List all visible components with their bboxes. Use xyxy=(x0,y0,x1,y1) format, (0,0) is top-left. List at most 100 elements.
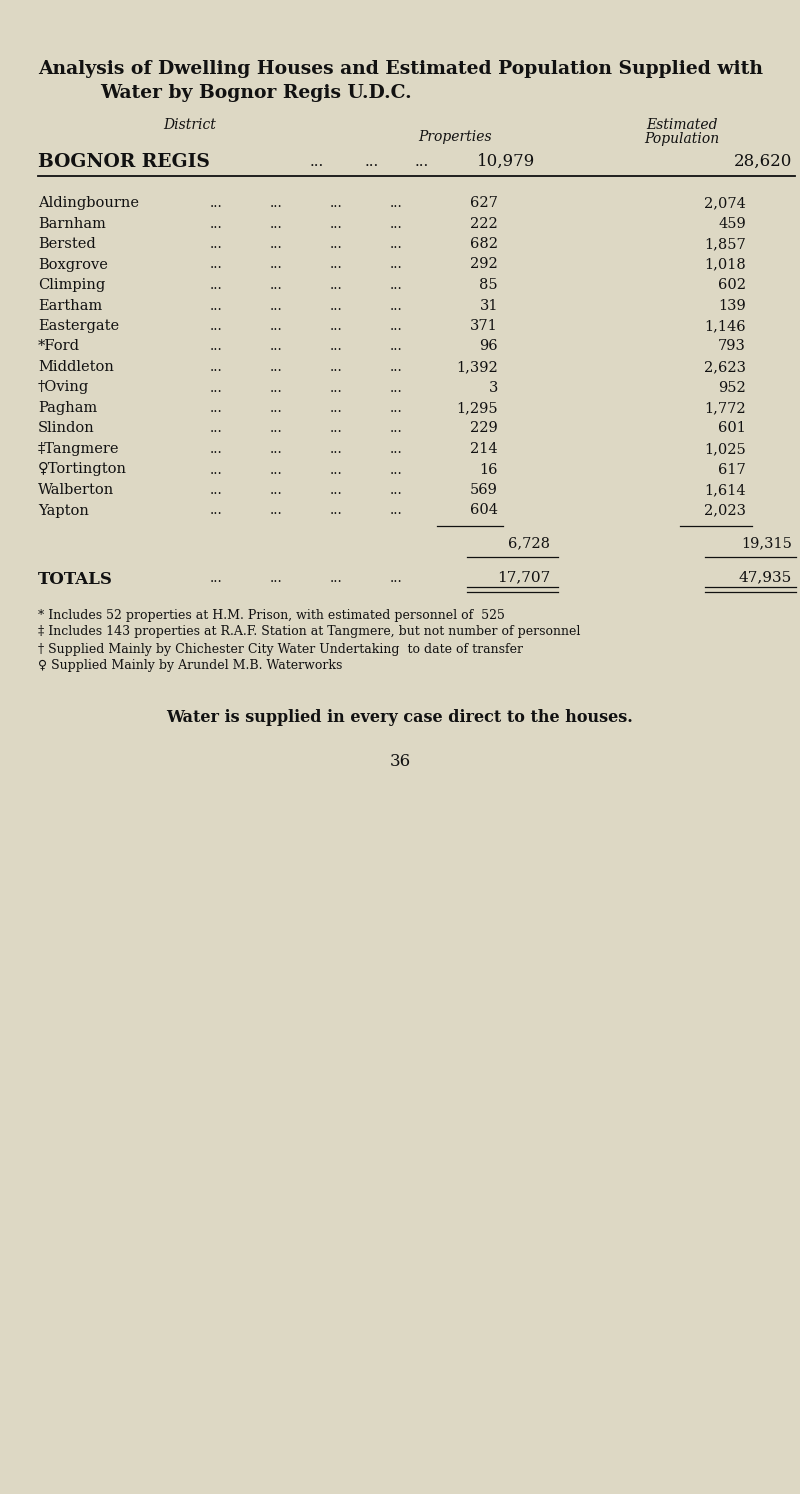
Text: ...: ... xyxy=(270,571,282,584)
Text: District: District xyxy=(163,118,217,131)
Text: 1,772: 1,772 xyxy=(704,400,746,415)
Text: ...: ... xyxy=(390,421,402,435)
Text: ...: ... xyxy=(390,503,402,517)
Text: *Ford: *Ford xyxy=(38,339,80,354)
Text: 28,620: 28,620 xyxy=(734,152,792,170)
Text: Middleton: Middleton xyxy=(38,360,114,374)
Text: ...: ... xyxy=(210,278,222,291)
Text: Pagham: Pagham xyxy=(38,400,98,415)
Text: ...: ... xyxy=(390,483,402,498)
Text: 222: 222 xyxy=(470,217,498,230)
Text: ...: ... xyxy=(270,257,282,272)
Text: ...: ... xyxy=(210,339,222,354)
Text: ...: ... xyxy=(390,196,402,211)
Text: Water is supplied in every case direct to the houses.: Water is supplied in every case direct t… xyxy=(166,708,634,726)
Text: 459: 459 xyxy=(718,217,746,230)
Text: Water by Bognor Regis U.D.C.: Water by Bognor Regis U.D.C. xyxy=(100,84,412,102)
Text: 3: 3 xyxy=(489,381,498,394)
Text: ...: ... xyxy=(330,400,342,415)
Text: ...: ... xyxy=(330,278,342,291)
Text: ...: ... xyxy=(390,400,402,415)
Text: 627: 627 xyxy=(470,196,498,211)
Text: 371: 371 xyxy=(470,320,498,333)
Text: 229: 229 xyxy=(470,421,498,435)
Text: 682: 682 xyxy=(470,238,498,251)
Text: ...: ... xyxy=(330,217,342,230)
Text: Slindon: Slindon xyxy=(38,421,94,435)
Text: ...: ... xyxy=(210,320,222,333)
Text: 1,857: 1,857 xyxy=(704,238,746,251)
Text: Properties: Properties xyxy=(418,130,492,143)
Text: ...: ... xyxy=(210,217,222,230)
Text: 1,018: 1,018 xyxy=(704,257,746,272)
Text: ...: ... xyxy=(270,320,282,333)
Text: Eastergate: Eastergate xyxy=(38,320,119,333)
Text: ...: ... xyxy=(210,571,222,584)
Text: ...: ... xyxy=(210,421,222,435)
Text: ...: ... xyxy=(390,299,402,312)
Text: ...: ... xyxy=(210,483,222,498)
Text: ...: ... xyxy=(210,360,222,374)
Text: Estimated: Estimated xyxy=(646,118,718,131)
Text: Analysis of Dwelling Houses and Estimated Population Supplied with: Analysis of Dwelling Houses and Estimate… xyxy=(38,60,763,78)
Text: 292: 292 xyxy=(470,257,498,272)
Text: ...: ... xyxy=(270,299,282,312)
Text: ...: ... xyxy=(270,483,282,498)
Text: ...: ... xyxy=(270,442,282,456)
Text: Population: Population xyxy=(645,131,719,146)
Text: ...: ... xyxy=(330,196,342,211)
Text: ...: ... xyxy=(390,238,402,251)
Text: Walberton: Walberton xyxy=(38,483,114,498)
Text: 952: 952 xyxy=(718,381,746,394)
Text: ...: ... xyxy=(330,299,342,312)
Text: ‡ Includes 143 properties at R.A.F. Station at Tangmere, but not number of perso: ‡ Includes 143 properties at R.A.F. Stat… xyxy=(38,626,580,638)
Text: ...: ... xyxy=(330,463,342,477)
Text: 2,023: 2,023 xyxy=(704,503,746,517)
Text: 617: 617 xyxy=(718,463,746,477)
Text: ...: ... xyxy=(210,257,222,272)
Text: ...: ... xyxy=(270,421,282,435)
Text: 36: 36 xyxy=(390,753,410,769)
Text: ...: ... xyxy=(330,442,342,456)
Text: ...: ... xyxy=(270,503,282,517)
Text: ...: ... xyxy=(210,400,222,415)
Text: 31: 31 xyxy=(479,299,498,312)
Text: ...: ... xyxy=(270,238,282,251)
Text: TOTALS: TOTALS xyxy=(38,571,113,587)
Text: ♀ Supplied Mainly by Arundel M.B. Waterworks: ♀ Supplied Mainly by Arundel M.B. Waterw… xyxy=(38,659,342,672)
Text: ...: ... xyxy=(390,463,402,477)
Text: ...: ... xyxy=(210,196,222,211)
Text: ...: ... xyxy=(330,381,342,394)
Text: 17,707: 17,707 xyxy=(497,571,550,584)
Text: ...: ... xyxy=(330,238,342,251)
Text: 1,295: 1,295 xyxy=(456,400,498,415)
Text: Climping: Climping xyxy=(38,278,106,291)
Text: 1,025: 1,025 xyxy=(704,442,746,456)
Text: ...: ... xyxy=(310,155,324,169)
Text: ...: ... xyxy=(390,339,402,354)
Text: ...: ... xyxy=(270,196,282,211)
Text: 19,315: 19,315 xyxy=(741,536,792,550)
Text: 47,935: 47,935 xyxy=(738,571,792,584)
Text: 139: 139 xyxy=(718,299,746,312)
Text: ...: ... xyxy=(210,381,222,394)
Text: 1,614: 1,614 xyxy=(704,483,746,498)
Text: † Supplied Mainly by Chichester City Water Undertaking  to date of transfer: † Supplied Mainly by Chichester City Wat… xyxy=(38,642,523,656)
Text: 569: 569 xyxy=(470,483,498,498)
Text: ...: ... xyxy=(270,381,282,394)
Text: ...: ... xyxy=(330,320,342,333)
Text: ...: ... xyxy=(390,571,402,584)
Text: ...: ... xyxy=(330,339,342,354)
Text: 85: 85 xyxy=(479,278,498,291)
Text: ...: ... xyxy=(270,339,282,354)
Text: ...: ... xyxy=(390,320,402,333)
Text: ...: ... xyxy=(270,400,282,415)
Text: ...: ... xyxy=(415,155,430,169)
Text: * Includes 52 properties at H.M. Prison, with estimated personnel of  525: * Includes 52 properties at H.M. Prison,… xyxy=(38,608,505,622)
Text: Barnham: Barnham xyxy=(38,217,106,230)
Text: ...: ... xyxy=(390,257,402,272)
Text: 214: 214 xyxy=(470,442,498,456)
Text: ...: ... xyxy=(270,278,282,291)
Text: ...: ... xyxy=(210,463,222,477)
Text: 604: 604 xyxy=(470,503,498,517)
